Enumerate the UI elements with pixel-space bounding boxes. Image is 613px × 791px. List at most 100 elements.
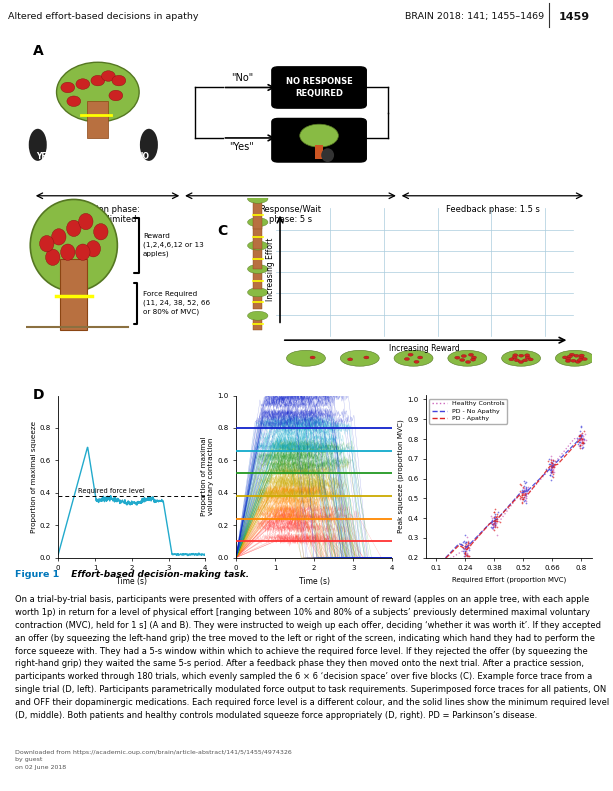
Point [577, 433, 587, 445]
Point [429, 562, 439, 574]
Point [575, 439, 585, 452]
Text: Reward
(1,2,4,6,12 or 13
apples): Reward (1,2,4,6,12 or 13 apples) [143, 233, 204, 257]
Point [546, 467, 556, 479]
Point [488, 517, 498, 530]
Text: C: C [217, 225, 227, 238]
Ellipse shape [29, 129, 47, 161]
Point [520, 488, 530, 501]
Point [577, 437, 587, 449]
Point [463, 537, 473, 550]
Point [430, 562, 440, 574]
Point [520, 494, 530, 506]
Point [576, 431, 586, 444]
Circle shape [364, 356, 369, 359]
FancyBboxPatch shape [272, 119, 366, 162]
PD - Apathy [455, 540, 463, 550]
Point [575, 429, 585, 441]
Point [492, 520, 502, 533]
Point [490, 515, 500, 528]
PD - Apathy [433, 562, 440, 572]
Point [517, 497, 527, 509]
Point [428, 562, 438, 574]
Line: Healthy Controls: Healthy Controls [436, 439, 582, 568]
Point [521, 483, 531, 496]
Healthy Controls [578, 435, 585, 445]
Point [518, 485, 528, 498]
Circle shape [525, 354, 530, 357]
Circle shape [405, 358, 409, 361]
Circle shape [569, 354, 574, 356]
Point [492, 513, 502, 525]
Point [429, 562, 439, 574]
Point [428, 562, 438, 574]
Point [523, 483, 533, 495]
Healthy Controls [433, 563, 440, 573]
Bar [253, 248, 262, 269]
Ellipse shape [30, 199, 117, 291]
Ellipse shape [340, 350, 379, 366]
Point [550, 458, 560, 471]
Point [517, 489, 527, 501]
Point [575, 433, 585, 445]
Point [547, 461, 557, 474]
Point [488, 517, 498, 530]
Point [461, 539, 471, 552]
Point [463, 549, 473, 562]
Point [431, 562, 441, 574]
Point [547, 466, 557, 479]
Point [464, 537, 474, 550]
Point [548, 454, 558, 467]
Text: On a trial-by-trial basis, participants were presented with offers of a certain : On a trial-by-trial basis, participants … [15, 595, 609, 720]
Point [546, 464, 555, 476]
Point [544, 457, 554, 470]
Point [463, 540, 473, 553]
Point [515, 485, 525, 498]
Point [549, 465, 559, 478]
Point [518, 493, 528, 505]
Point [430, 562, 440, 574]
Point [573, 432, 582, 445]
Point [548, 454, 558, 467]
Point [574, 436, 584, 448]
Point [492, 510, 502, 523]
Point [546, 458, 556, 471]
Point [490, 513, 500, 526]
Point [517, 491, 527, 504]
Point [546, 464, 556, 476]
Point [490, 514, 500, 527]
Point [489, 514, 499, 527]
Point [431, 562, 441, 574]
Point [459, 547, 469, 559]
Point [545, 468, 555, 481]
Ellipse shape [555, 350, 595, 366]
Point [460, 550, 470, 562]
Point [463, 550, 473, 562]
Point [517, 487, 527, 500]
Circle shape [101, 70, 115, 81]
Circle shape [579, 354, 584, 357]
Point [490, 512, 500, 524]
Circle shape [512, 354, 518, 357]
Point [462, 542, 472, 554]
Point [492, 510, 501, 523]
Point [519, 481, 528, 494]
Point [574, 430, 584, 443]
Point [429, 562, 439, 574]
Point [462, 548, 471, 561]
Point [549, 461, 558, 474]
PD - Apathy [485, 519, 493, 528]
Point [462, 539, 472, 552]
Point [577, 434, 587, 447]
Point [432, 558, 441, 571]
Healthy Controls [517, 488, 524, 498]
Point [463, 550, 473, 562]
Point [462, 549, 471, 562]
Point [456, 537, 466, 550]
Point [460, 547, 470, 560]
Point [546, 458, 555, 471]
Circle shape [67, 96, 81, 107]
Point [487, 514, 497, 527]
Circle shape [461, 354, 466, 358]
Point [462, 536, 471, 548]
Point [430, 562, 440, 574]
